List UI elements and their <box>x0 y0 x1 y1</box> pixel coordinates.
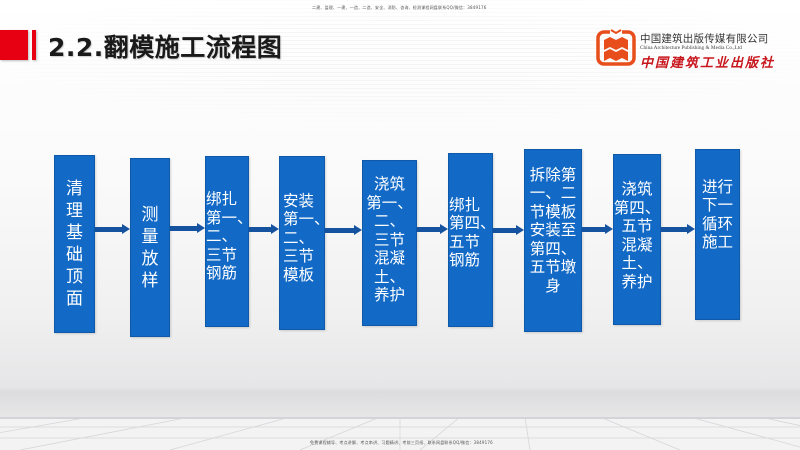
flow-arrow-7 <box>582 224 613 234</box>
publisher-name-en: China Architecture Publishing & Media Co… <box>640 45 742 51</box>
arrow-right-icon <box>122 224 130 234</box>
flow-step-label: 绑扎 第一、 二、 三节 钢筋 <box>206 190 253 283</box>
flow-arrow-3 <box>249 224 279 234</box>
flow-step-1: 清 理 基 础 顶 面 <box>54 155 95 333</box>
flow-step-6: 绑扎 第四、 五节 钢筋 <box>448 153 496 327</box>
flow-arrow-8 <box>661 224 695 234</box>
arrow-right-icon <box>605 224 613 234</box>
flow-arrow-4 <box>325 225 362 235</box>
arrow-right-icon <box>197 223 205 233</box>
flow-step-7: 拆除第 一、二 节模板 安装至 第四、 五节墩 身 <box>524 149 582 332</box>
top-watermark: 二建、监理、一建、一造、二造、安全、消防、咨询、检测课程网盘联系QQ/微信：38… <box>312 5 487 10</box>
flow-step-2: 测 量 放 样 <box>130 158 170 337</box>
publisher-name-cn: 中国建筑出版传媒有限公司 <box>640 33 769 45</box>
flow-step-5: 浇筑 第一、 二、 三节 混凝 土、 养护 <box>362 160 417 326</box>
flow-step-label: 浇筑 第一、 二、 三节 混凝 土、 养护 <box>366 175 413 305</box>
flow-arrow-2 <box>170 223 205 233</box>
world-map-background <box>0 0 800 140</box>
flow-step-label: 拆除第 一、二 节模板 安装至 第四、 五节墩 身 <box>529 165 577 295</box>
flow-step-label: 绑扎 第四、 五节 钢筋 <box>449 195 496 270</box>
flow-arrow-5 <box>417 224 448 234</box>
flow-step-3: 绑扎 第一、 二、 三节 钢筋 <box>205 156 253 327</box>
flow-arrow-1 <box>95 224 130 234</box>
publisher-name-cn-calligraphy: 中国建筑工业出版社 <box>640 56 776 71</box>
bottom-watermark: 免费课程辅导、考点讲解、考点串讲、习题精讲、考前三页纸、联系网盘联系QQ/微信：… <box>310 440 493 445</box>
arrow-right-icon <box>687 224 695 234</box>
arrow-right-icon <box>516 225 524 235</box>
flow-step-label: 进行 下一 循环 施工 <box>701 177 733 252</box>
building-book-logo-icon <box>596 28 636 66</box>
arrow-right-icon <box>354 225 362 235</box>
flow-step-8: 浇筑 第四、 五节 混凝 土、 养护 <box>613 154 661 325</box>
floor-grid <box>0 417 800 450</box>
flow-step-4: 安装 第一、 二、 三节 模板 <box>279 156 330 330</box>
flow-step-label: 安装 第一、 二、 三节 模板 <box>283 191 330 284</box>
flow-step-label: 清 理 基 础 顶 面 <box>66 179 83 309</box>
flow-step-label: 测 量 放 样 <box>141 204 159 291</box>
arrow-right-icon <box>271 224 279 234</box>
publisher-logo: 中国建筑出版传媒有限公司 China Architecture Publishi… <box>596 28 796 72</box>
flow-step-9: 进行 下一 循环 施工 <box>695 149 740 320</box>
arrow-right-icon <box>440 224 448 234</box>
title-accent-bar <box>0 30 28 60</box>
flow-step-label: 浇筑 第四、 五节 混凝 土、 养护 <box>613 180 661 291</box>
page-title: 2.2.翻模施工流程图 <box>48 33 283 62</box>
flow-arrow-6 <box>493 225 524 235</box>
title-accent-stripe <box>32 30 36 60</box>
